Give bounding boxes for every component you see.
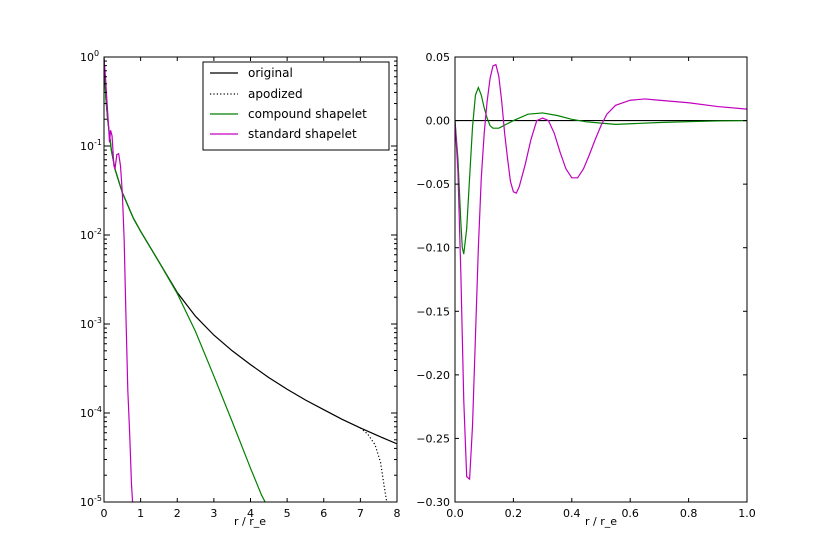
- right-axes-frame: [454, 56, 748, 503]
- right-y-tick-label: −0.15: [416, 305, 450, 318]
- right-series-line-standard-shapelet: [455, 63, 747, 481]
- legend-label-compound-shapelet: compound shapelet: [248, 107, 367, 121]
- left-x-axis-label: r / r_e: [234, 515, 266, 528]
- right-ticks-group: 0.0 0.2 0.4 0.6 0.8 1.0 0.05 0.00 −0.05 −0.10 −0.1…: [416, 51, 755, 520]
- left-x-tick-label: 3: [210, 507, 217, 520]
- left-series-group: [104, 57, 397, 502]
- right-x-tick-label: 1.0: [738, 507, 756, 520]
- right-x-tick-label: 0.6: [621, 507, 639, 520]
- left-x-tick-label: 6: [320, 507, 327, 520]
- left-y-tick-label: 10-5: [80, 494, 102, 509]
- left-x-tick-label: 8: [394, 507, 401, 520]
- left-y-tick-label: 10-2: [80, 227, 102, 242]
- right-y-tick-label: −0.30: [416, 496, 450, 509]
- left-x-tick-label: 5: [284, 507, 291, 520]
- left-y-tick-label: 10-4: [80, 405, 102, 420]
- left-series-line-standard-shapelet: [104, 58, 134, 502]
- right-series-line-compound-shapelet: [455, 85, 747, 255]
- right-y-tick-label: −0.20: [416, 369, 450, 382]
- legend-label-apodized: apodized: [248, 87, 303, 101]
- left-x-tick-label: 7: [357, 507, 364, 520]
- right-x-tick-label: 0.4: [563, 507, 581, 520]
- left-x-tick-label: 0: [101, 507, 108, 520]
- left-chart-panel: 0 1 2 3 4 5 6 7 8 100 10-1 10-2 10-3 10-4 10-5 r / r_e…: [80, 49, 401, 528]
- left-ticks-group: 0 1 2 3 4 5 6 7 8 100 10-1 10-2 10-3 10-4 10-5: [80, 49, 401, 520]
- right-x-tick-label: 0.8: [680, 507, 698, 520]
- left-y-tick-label: 10-1: [80, 138, 102, 153]
- right-y-tick-label: −0.25: [416, 432, 450, 445]
- legend-label-original: original: [248, 66, 293, 80]
- legend: original apodized compound shapelet stan…: [202, 61, 390, 151]
- left-y-tick-label: 100: [80, 49, 99, 64]
- left-x-tick-label: 4: [247, 507, 254, 520]
- right-x-axis-label: r / r_e: [585, 515, 617, 528]
- right-chart-panel: 0.0 0.2 0.4 0.6 0.8 1.0 0.05 0.00 −0.05 −0.10 −0.1…: [416, 51, 755, 528]
- right-x-tick-label: 0.2: [505, 507, 523, 520]
- left-y-tick-label: 10-3: [80, 316, 102, 331]
- left-x-tick-label: 1: [137, 507, 144, 520]
- right-y-tick-label: −0.10: [416, 242, 450, 255]
- left-x-tick-label: 2: [174, 507, 181, 520]
- right-y-tick-label: 0.05: [426, 51, 451, 64]
- legend-box: [202, 61, 390, 151]
- right-x-tick-label: 0.0: [446, 507, 464, 520]
- right-series-group: [455, 63, 747, 481]
- left-series-line-apodized: [359, 427, 388, 502]
- right-y-tick-label: 0.00: [426, 115, 451, 128]
- right-y-tick-label: −0.05: [416, 178, 450, 191]
- legend-label-standard-shapelet: standard shapelet: [248, 127, 357, 141]
